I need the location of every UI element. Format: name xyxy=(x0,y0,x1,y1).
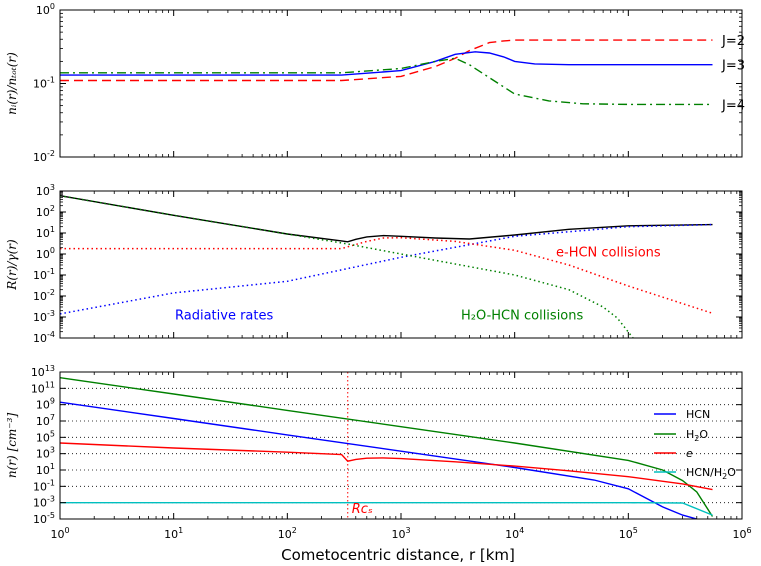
panel-top-relative-populations: 10-2 10-1 100 nᵢ(r)/nₜₒₜ(r) J=2 J=3 J=4 xyxy=(5,2,745,164)
series-line-j-4 xyxy=(60,57,713,106)
level-label-j4: J=4 xyxy=(721,98,745,113)
y-tick-label: 103 xyxy=(36,183,55,198)
label-h2o-hcn-collisions: H₂O-HCN collisions xyxy=(461,308,583,323)
series-line-h2o xyxy=(60,377,714,517)
legend-entry: HCN xyxy=(686,408,710,421)
x-tick-label: 103 xyxy=(391,526,410,541)
rcs-label: Rᴄₛ xyxy=(352,502,373,517)
y-axis-title: nᵢ(r)/nₜₒₜ(r) xyxy=(5,52,19,115)
legend-entry: e xyxy=(686,447,693,460)
series-group xyxy=(60,377,714,519)
y-tick-label: 100 xyxy=(36,246,55,261)
legend-entry: HCN/H2O xyxy=(686,466,736,481)
y-axis-title: R(r)/γ(r) xyxy=(5,239,19,291)
y-axis-title: n(r) [cm⁻³] xyxy=(5,413,19,479)
legend: HCN H2O e HCN/H2O xyxy=(654,408,736,481)
x-tick-label: 104 xyxy=(505,526,524,541)
panel-middle-rate-ratio: 10-4 10-3 10-2 10-1 100 101 102 103 R(r)/γ(r) Rad… xyxy=(5,183,743,345)
y-tick-label: 10-3 xyxy=(33,309,55,324)
x-tick-label: 101 xyxy=(164,526,183,541)
plot-frame xyxy=(59,9,743,158)
y-tick-label: 10-4 xyxy=(33,330,55,345)
y-tick-label: 103 xyxy=(36,446,55,461)
y-tick-label: 101 xyxy=(36,462,55,477)
label-radiative-rates: Radiative rates xyxy=(175,308,273,323)
y-tick-label: 10-2 xyxy=(33,149,55,164)
y-tick-label: 10-1 xyxy=(33,267,55,282)
level-label-j3: J=3 xyxy=(721,59,745,74)
y-tick-label: 109 xyxy=(36,397,55,412)
y-tick-label: 102 xyxy=(36,204,55,219)
x-tick-label: 102 xyxy=(278,526,297,541)
y-tick-label: 10-2 xyxy=(33,288,55,303)
series-line-j-3 xyxy=(60,51,713,76)
plot-frame xyxy=(59,371,743,520)
y-tick-label: 1013 xyxy=(31,364,55,379)
y-tick-label: 105 xyxy=(36,429,55,444)
x-tick-label: 106 xyxy=(732,526,751,541)
y-tick-label: 10-1 xyxy=(33,76,55,91)
series-line-total xyxy=(60,195,713,243)
y-tick-label: 10-1 xyxy=(33,478,55,493)
series-group xyxy=(60,39,713,106)
y-tick-label: 100 xyxy=(36,2,55,17)
series-line-e-hcn-collisions xyxy=(60,236,713,315)
series-line-hcn xyxy=(60,401,697,519)
series-line-e xyxy=(60,442,713,491)
series-line-hcn-h2o xyxy=(60,502,713,516)
series-line-j-2 xyxy=(60,39,713,82)
level-label-j2: J=2 xyxy=(721,34,745,49)
x-tick-label: 105 xyxy=(619,526,638,541)
y-tick-label: 1011 xyxy=(31,380,55,395)
x-axis-title: Cometocentric distance, r [km] xyxy=(281,546,515,564)
y-tick-label: 101 xyxy=(36,225,55,240)
y-tick-label: 10-3 xyxy=(33,495,55,510)
x-tick-label: 100 xyxy=(50,526,69,541)
label-e-hcn-collisions: e-HCN collisions xyxy=(556,245,661,260)
series-line-radiative-rates xyxy=(60,223,713,315)
y-tick-label: 10-5 xyxy=(33,511,55,526)
legend-entry: H2O xyxy=(686,428,708,443)
series-group xyxy=(60,194,713,338)
y-tick-label: 107 xyxy=(36,413,55,428)
